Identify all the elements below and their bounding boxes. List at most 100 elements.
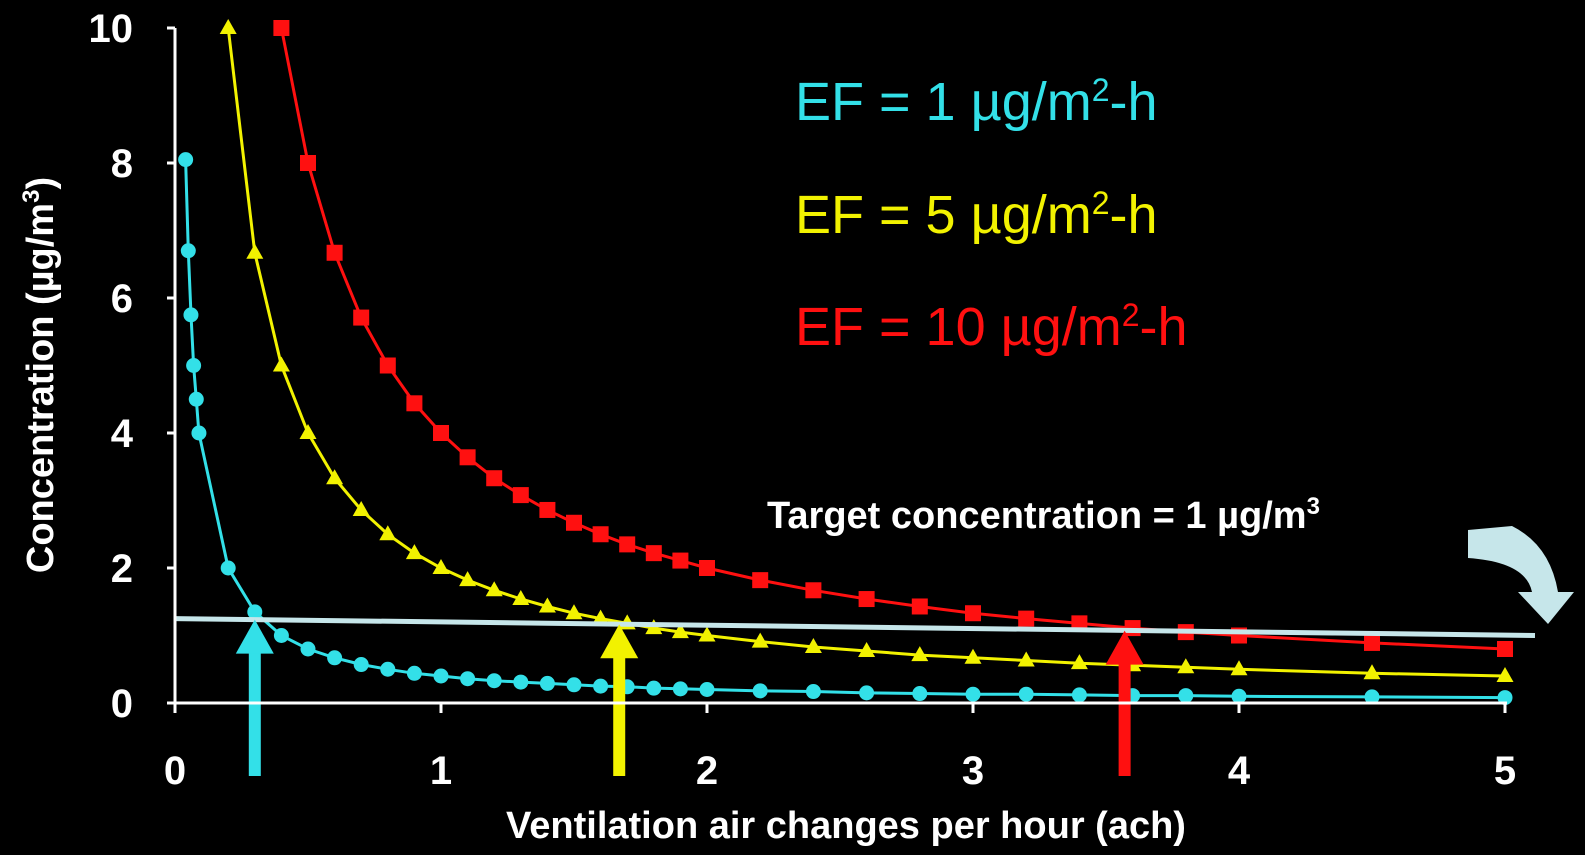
arrow-up-icon bbox=[613, 656, 626, 776]
legend-ef-1-prefix: EF = 1 µg/m bbox=[795, 72, 1092, 132]
data-point-ef-1 bbox=[593, 678, 609, 694]
legend-ef-1-sup: 2 bbox=[1092, 72, 1110, 108]
data-point-ef-5 bbox=[246, 243, 264, 259]
y-tick-label: 6 bbox=[111, 277, 133, 321]
data-point-ef-1 bbox=[859, 685, 875, 701]
data-point-ef-10 bbox=[273, 20, 290, 36]
data-point-ef-1 bbox=[672, 681, 688, 697]
data-point-ef-1 bbox=[180, 243, 196, 259]
data-point-ef-10 bbox=[1497, 641, 1513, 657]
data-point-ef-5 bbox=[512, 590, 530, 606]
data-point-ef-1 bbox=[513, 674, 529, 690]
data-point-ef-1 bbox=[1364, 689, 1380, 705]
data-point-ef-5 bbox=[538, 597, 556, 613]
data-point-ef-5 bbox=[272, 356, 290, 372]
legend-ef-5-suffix: -h bbox=[1110, 185, 1158, 245]
data-point-ef-5 bbox=[1230, 660, 1248, 676]
data-point-ef-5 bbox=[432, 559, 450, 574]
data-point-ef-1 bbox=[188, 391, 204, 407]
x-tick-label: 0 bbox=[164, 749, 186, 793]
y-axis-label-main: Concentration (µg/m bbox=[20, 203, 62, 573]
data-point-ef-1 bbox=[460, 671, 476, 687]
data-point-ef-1 bbox=[912, 686, 928, 702]
arrow-up-icon bbox=[600, 624, 639, 659]
y-axis-label-sup: 3 bbox=[18, 190, 45, 203]
arrow-up-icon bbox=[235, 619, 274, 654]
y-tick-label: 0 bbox=[111, 682, 133, 726]
data-point-ef-5 bbox=[326, 469, 344, 485]
x-tick-label: 3 bbox=[962, 749, 984, 793]
data-point-ef-5 bbox=[858, 642, 876, 658]
data-point-ef-10 bbox=[858, 591, 875, 608]
legend-entry-ef-5: EF = 5 µg/m2-h bbox=[795, 185, 1158, 245]
data-point-ef-1 bbox=[1071, 687, 1087, 703]
data-point-ef-1 bbox=[1497, 690, 1513, 706]
data-point-ef-5 bbox=[671, 623, 689, 639]
data-point-ef-5 bbox=[1070, 654, 1088, 670]
data-point-ef-1 bbox=[752, 683, 768, 699]
data-point-ef-10 bbox=[379, 357, 396, 374]
data-point-ef-10 bbox=[1364, 634, 1380, 651]
legend: EF = 1 µg/m2-h EF = 5 µg/m2-h EF = 10 µg… bbox=[795, 72, 1188, 357]
data-point-ef-10 bbox=[486, 470, 503, 487]
x-tick-label: 5 bbox=[1494, 749, 1516, 793]
y-tick-label: 8 bbox=[111, 142, 133, 186]
y-axis-label-end: ) bbox=[20, 177, 62, 190]
data-point-ef-5 bbox=[911, 646, 929, 662]
data-point-ef-10 bbox=[326, 244, 343, 261]
data-point-ef-10 bbox=[1018, 610, 1035, 627]
y-ticks: 0 2 4 6 8 10 bbox=[89, 7, 175, 726]
data-point-ef-5 bbox=[698, 626, 716, 642]
data-point-ef-1 bbox=[183, 307, 199, 323]
data-point-ef-10 bbox=[406, 395, 423, 412]
data-point-ef-5 bbox=[1177, 658, 1195, 674]
y-tick-label: 4 bbox=[111, 412, 134, 456]
data-point-ef-1 bbox=[220, 560, 236, 576]
target-annotation: Target concentration = 1 µg/m3 bbox=[767, 493, 1574, 624]
arrow-up-icon bbox=[1118, 662, 1131, 776]
data-point-ef-1 bbox=[539, 675, 555, 691]
data-point-ef-1 bbox=[1018, 686, 1034, 702]
data-point-ef-5 bbox=[565, 604, 583, 620]
data-point-ef-5 bbox=[1017, 651, 1035, 667]
data-point-ef-5 bbox=[352, 500, 370, 516]
x-axis: 0 1 2 3 4 5 bbox=[164, 701, 1516, 793]
data-point-ef-10 bbox=[699, 560, 715, 576]
data-point-ef-5 bbox=[804, 637, 822, 653]
data-point-ef-1 bbox=[353, 657, 369, 673]
data-point-ef-5 bbox=[751, 632, 769, 648]
data-point-ef-10 bbox=[619, 536, 636, 553]
data-point-ef-1 bbox=[566, 677, 582, 693]
data-point-ef-1 bbox=[186, 358, 202, 373]
data-point-ef-1 bbox=[380, 661, 396, 677]
target-label-text: Target concentration = 1 µg/m bbox=[767, 495, 1307, 537]
data-point-ef-1 bbox=[178, 152, 194, 168]
data-point-ef-5 bbox=[485, 581, 503, 597]
legend-ef-5-prefix: EF = 5 µg/m bbox=[795, 185, 1092, 245]
data-point-ef-5 bbox=[1363, 664, 1381, 680]
target-concentration-label: Target concentration = 1 µg/m3 bbox=[767, 493, 1320, 537]
x-tick-label: 2 bbox=[696, 749, 718, 793]
data-point-ef-1 bbox=[486, 673, 502, 689]
data-point-ef-5 bbox=[219, 19, 237, 34]
data-point-ef-10 bbox=[433, 425, 449, 441]
data-point-ef-1 bbox=[646, 680, 662, 696]
arrow-up-icon bbox=[1105, 630, 1144, 665]
data-point-ef-5 bbox=[459, 571, 477, 587]
x-tick-label: 1 bbox=[430, 749, 452, 793]
data-point-ef-1 bbox=[1178, 688, 1194, 704]
data-point-ef-1 bbox=[327, 650, 343, 666]
data-point-ef-1 bbox=[273, 628, 289, 643]
data-point-ef-10 bbox=[300, 155, 316, 171]
data-point-ef-1 bbox=[965, 686, 981, 702]
legend-ef-5-sup: 2 bbox=[1092, 185, 1110, 221]
data-point-ef-1 bbox=[699, 682, 715, 697]
data-point-ef-5 bbox=[299, 424, 317, 439]
data-point-ef-1 bbox=[191, 425, 207, 441]
legend-ef-10-suffix: -h bbox=[1140, 297, 1188, 357]
data-point-ef-10 bbox=[353, 309, 370, 326]
data-point-ef-10 bbox=[645, 545, 662, 562]
x-tick-label: 4 bbox=[1228, 749, 1251, 793]
